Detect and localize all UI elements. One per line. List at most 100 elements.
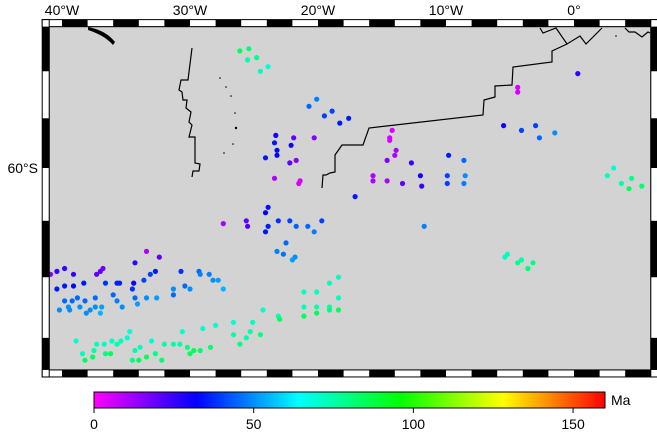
age-point [271,175,278,181]
age-point [533,123,539,129]
coastlines [178,27,651,189]
frame-tick-black [42,118,50,168]
age-point [182,283,188,289]
frame-tick-black [42,220,50,278]
age-point [210,277,216,283]
age-point [518,127,525,133]
frame-tick-black [62,19,88,27]
age-point [118,338,124,344]
age-point [274,248,280,254]
frame-tick-black [650,220,657,278]
age-point [287,218,293,224]
age-point [461,180,467,187]
age-point [293,157,299,163]
age-point [215,277,221,283]
age-point [70,283,77,289]
island-south-georgia [88,27,115,45]
age-point [271,140,278,146]
age-point [161,341,167,347]
age-point [314,310,320,316]
age-point [132,347,138,354]
age-point [370,178,376,184]
age-point [237,48,243,54]
frame-tick-black [650,26,657,72]
frame-tick-black [42,337,50,370]
age-point [230,332,237,338]
age-point [70,271,77,277]
age-point [131,280,137,286]
frame-tick-black [215,369,242,377]
age-point [197,347,203,354]
age-point [206,271,212,277]
age-point [90,354,96,360]
age-point [143,248,150,254]
colorbar-tick-label: 0 [90,416,98,432]
age-point [399,180,406,187]
age-point [262,155,269,161]
frame-tick-black [625,369,651,377]
longitude-labels: 40°W 30°W 20°W 10°W 0° [45,2,581,18]
colorbar: 0 50 100 150 Ma [90,391,631,432]
longitude-label: 0° [567,2,580,18]
age-point [187,286,193,292]
age-point [326,280,333,286]
age-point [187,351,193,357]
longitude-label: 10°W [429,2,464,18]
island-dot [223,152,225,154]
coastline-segment [539,27,603,45]
age-point [257,332,263,338]
age-point [280,251,286,257]
colorbar-unit: Ma [611,392,631,408]
age-point [124,335,130,341]
age-point [237,341,243,347]
age-point [384,178,390,184]
age-point [392,152,398,158]
age-point [311,229,317,235]
age-point [127,329,133,335]
age-point [346,115,352,121]
age-point [143,295,150,301]
age-point [83,310,89,316]
frame-tick-black [420,369,446,377]
frame-tick-black [574,369,600,377]
age-point [170,341,176,347]
age-point [604,173,610,179]
age-point [515,84,521,90]
age-point [100,265,106,272]
coastline-segment [321,43,568,189]
age-point [352,194,358,200]
age-point [419,183,425,189]
age-point [220,286,226,292]
age-point [301,289,307,295]
frame-tick-black [650,118,657,168]
age-point [575,71,581,77]
age-point [265,64,271,70]
age-point [119,304,125,310]
age-point [283,240,289,246]
map-frame [41,19,657,378]
age-point [74,295,80,301]
age-point [274,152,280,158]
frame-tick-black [62,369,88,377]
age-point [254,55,260,61]
age-point [149,338,155,344]
age-point [56,307,63,313]
age-point [444,173,450,179]
age-point [552,130,558,136]
age-point [91,347,97,354]
age-point [207,344,214,350]
age-point [159,357,165,363]
age-point [611,165,617,171]
age-point [170,292,176,298]
age-point [114,341,120,347]
colorbar-tick-label: 100 [402,416,426,432]
age-point [444,180,450,187]
age-point [87,307,93,313]
frame-tick-black [522,19,549,27]
age-point [81,280,87,286]
frame-tick-black [113,369,139,377]
age-point [319,218,325,224]
age-point [154,295,160,301]
island-dot [225,86,227,88]
age-point [92,304,98,310]
